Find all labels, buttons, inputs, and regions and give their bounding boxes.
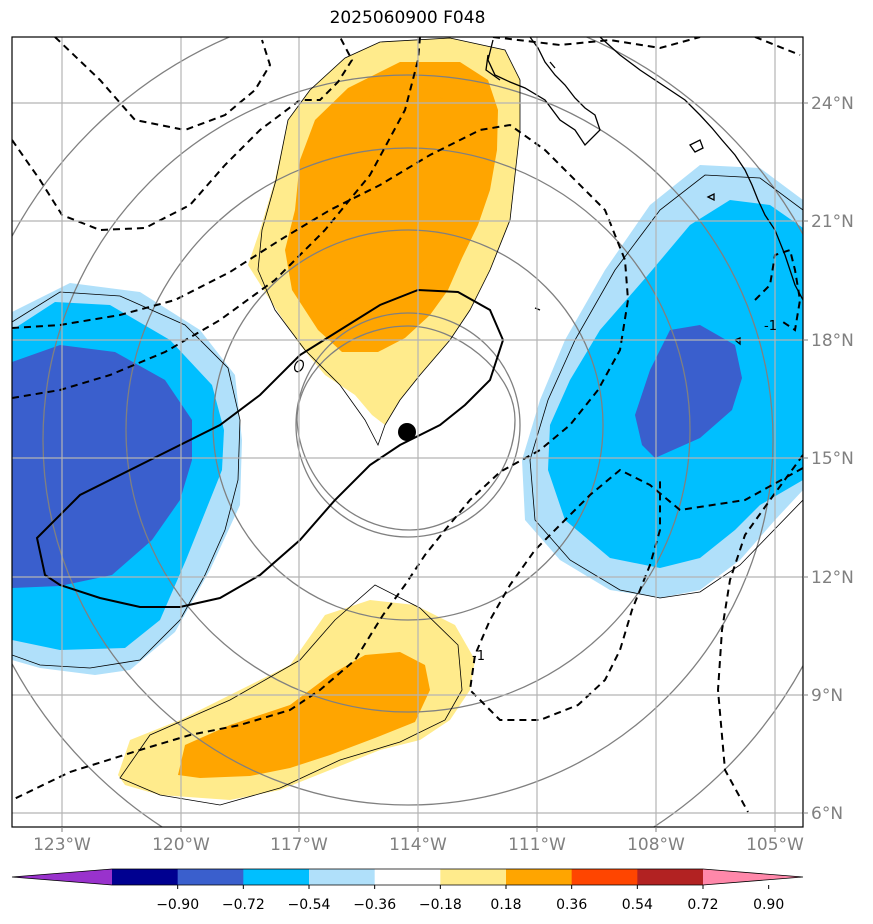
colorbar-segment bbox=[571, 869, 638, 885]
colorbar-segment bbox=[112, 869, 179, 885]
map-frame bbox=[11, 36, 804, 828]
colorbar-tick-label: −0.36 bbox=[353, 897, 396, 913]
lon-label: 117°W bbox=[270, 835, 328, 855]
grey-height-contours bbox=[12, 37, 803, 827]
colorbar-segment bbox=[440, 869, 507, 885]
positive-anomaly-south bbox=[118, 600, 475, 800]
colorbar-segment bbox=[309, 869, 376, 885]
lon-label: 123°W bbox=[33, 835, 91, 855]
colorbar-segment bbox=[177, 869, 244, 885]
colorbar-outline bbox=[11, 868, 804, 886]
longitude-labels: 123°W 120°W 117°W 114°W 111°W 108°W 105°… bbox=[33, 827, 804, 855]
solid-contour bbox=[35, 288, 505, 608]
map-plot-area: -1 -1 bbox=[12, 37, 803, 827]
colorbar-segment bbox=[243, 869, 310, 885]
contour-label: -1 bbox=[472, 649, 485, 664]
colorbar-segment bbox=[506, 869, 573, 885]
colorbar-tick-label: 0.18 bbox=[490, 897, 521, 913]
lat-label: 6°N bbox=[811, 804, 843, 824]
lon-label: 120°W bbox=[152, 835, 210, 855]
colorbar: −0.90 −0.72 −0.54 −0.36 −0.18 0.18 0.36 0.54 0.7… bbox=[11, 868, 804, 913]
map-title: 2025060900 F048 bbox=[329, 8, 486, 28]
colorbar-tick-label: −0.54 bbox=[288, 897, 331, 913]
colorbar-tick-label: −0.90 bbox=[156, 897, 199, 913]
lat-label: 24°N bbox=[811, 94, 854, 114]
lon-label: 114°W bbox=[389, 835, 447, 855]
lat-label: 12°N bbox=[811, 568, 854, 588]
lat-label: 18°N bbox=[811, 331, 854, 351]
colorbar-segment bbox=[637, 869, 704, 885]
colorbar-tick-label: 0.54 bbox=[622, 897, 653, 913]
lat-label: 9°N bbox=[811, 686, 843, 706]
contour-label: -1 bbox=[764, 319, 777, 334]
lat-label: 21°N bbox=[811, 212, 854, 232]
lat-lon-grid bbox=[12, 37, 803, 827]
latitude-labels: 24°N 21°N 18°N 15°N 12°N 9°N 6°N bbox=[803, 94, 854, 824]
thin-black-contours bbox=[12, 37, 803, 806]
coastline bbox=[485, 37, 803, 346]
lon-label: 108°W bbox=[627, 835, 685, 855]
colorbar-tick-label: 0.72 bbox=[687, 897, 718, 913]
colorbar-tick-label: 0.90 bbox=[753, 897, 784, 913]
colorbar-tick-label: −0.18 bbox=[419, 897, 462, 913]
colorbar-segment bbox=[374, 869, 441, 885]
lon-label: 111°W bbox=[508, 835, 566, 855]
colorbar-extend-high bbox=[703, 869, 803, 885]
colorbar-tick-label: 0.36 bbox=[556, 897, 587, 913]
colorbar-extend-low bbox=[12, 869, 112, 885]
lon-label: 105°W bbox=[746, 835, 804, 855]
storm-center-marker bbox=[398, 423, 416, 441]
lat-label: 15°N bbox=[811, 449, 854, 469]
colorbar-tick-label: −0.72 bbox=[222, 897, 265, 913]
